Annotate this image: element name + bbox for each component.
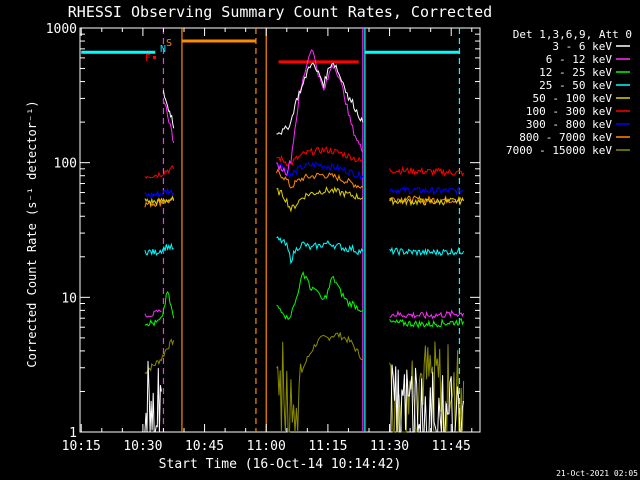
series-line-3-2 bbox=[389, 246, 465, 257]
chart-title: RHESSI Observing Summary Count Rates, Co… bbox=[68, 3, 492, 21]
flag-S: S bbox=[166, 38, 172, 49]
series-3 bbox=[144, 236, 465, 265]
series-line-3-1 bbox=[276, 236, 364, 265]
legend-label-2: 12 - 25 keV bbox=[539, 66, 612, 79]
flag-labels: SNF bbox=[145, 38, 172, 64]
x-axis-label: Start Time (16-Oct-14 10:14:42) bbox=[159, 457, 402, 472]
flag-N: N bbox=[160, 44, 166, 55]
series-line-4-0 bbox=[144, 195, 175, 206]
legend-label-6: 300 - 800 keV bbox=[526, 118, 612, 131]
x-tick-label-1: 10:30 bbox=[123, 439, 162, 454]
y-axis-label: Corrected Count Rate (s⁻¹ detector⁻¹) bbox=[25, 100, 39, 367]
x-tick-label-5: 11:30 bbox=[370, 439, 409, 454]
series-line-5-0 bbox=[144, 165, 175, 179]
legend-label-3: 25 - 50 keV bbox=[539, 79, 612, 92]
series-6 bbox=[144, 161, 464, 199]
plot-border bbox=[79, 27, 481, 433]
series-line-6-1 bbox=[276, 161, 364, 180]
x-tick-label-2: 10:45 bbox=[185, 439, 224, 454]
legend-header: Det 1,3,6,9, Att 0 bbox=[513, 28, 632, 41]
series-line-1-3 bbox=[389, 309, 465, 320]
series-line-2-0 bbox=[144, 291, 175, 327]
series-line-8-2 bbox=[389, 341, 465, 433]
legend-label-1: 6 - 12 keV bbox=[546, 53, 613, 66]
series-line-6-2 bbox=[389, 185, 464, 196]
series-line-0-1 bbox=[162, 90, 175, 129]
legend-label-0: 3 - 6 keV bbox=[552, 40, 612, 53]
series-2 bbox=[144, 271, 465, 329]
y-tick-label-1: 10 bbox=[61, 291, 77, 306]
series-8 bbox=[144, 332, 465, 433]
series-line-3-0 bbox=[144, 242, 174, 257]
series-line-1-1 bbox=[162, 101, 175, 144]
legend-label-4: 50 - 100 keV bbox=[533, 92, 613, 105]
series-1 bbox=[144, 49, 465, 320]
series-line-4-1 bbox=[276, 185, 364, 213]
x-tick-label-4: 11:15 bbox=[308, 439, 347, 454]
series-line-1-0 bbox=[144, 309, 162, 318]
y-tick-label-2: 100 bbox=[54, 157, 77, 172]
series-line-5-2 bbox=[389, 165, 465, 177]
series-line-2-1 bbox=[276, 271, 364, 321]
series-line-7-1 bbox=[276, 168, 363, 189]
axes: 10:15 10:30 10:45 11:00 11:15 11:30 11:45 1 10 10… bbox=[46, 22, 480, 454]
series-line-4-2 bbox=[389, 195, 465, 207]
series-4 bbox=[144, 185, 465, 213]
flag-marker bbox=[153, 56, 156, 59]
legend-label-7: 800 - 7000 keV bbox=[519, 131, 612, 144]
x-tick-label-3: 11:00 bbox=[247, 439, 286, 454]
x-tick-label-0: 10:15 bbox=[62, 439, 101, 454]
series-line-2-2 bbox=[389, 317, 465, 329]
series-line-0-0 bbox=[144, 360, 162, 433]
footer-date: 21-Oct-2021 02:05 bbox=[556, 469, 638, 478]
series-line-8-0 bbox=[144, 338, 175, 375]
series-line-0-2 bbox=[276, 62, 364, 135]
series-layer bbox=[144, 49, 465, 433]
series-line-0-3 bbox=[389, 364, 465, 433]
series-line-8-1 bbox=[276, 332, 364, 433]
annotations bbox=[81, 28, 461, 432]
x-tick-label-6: 11:45 bbox=[432, 439, 471, 454]
legend-label-5: 100 - 300 keV bbox=[526, 105, 612, 118]
y-tick-label-3: 1000 bbox=[46, 22, 77, 37]
y-tick-label-0: 1 bbox=[69, 426, 77, 441]
plot-frame bbox=[79, 27, 481, 433]
series-line-6-0 bbox=[144, 187, 175, 199]
series-line-1-2 bbox=[276, 49, 364, 177]
series-0 bbox=[144, 62, 465, 433]
legend-label-8: 7000 - 15000 keV bbox=[506, 144, 612, 157]
flag-F: F bbox=[145, 53, 151, 64]
